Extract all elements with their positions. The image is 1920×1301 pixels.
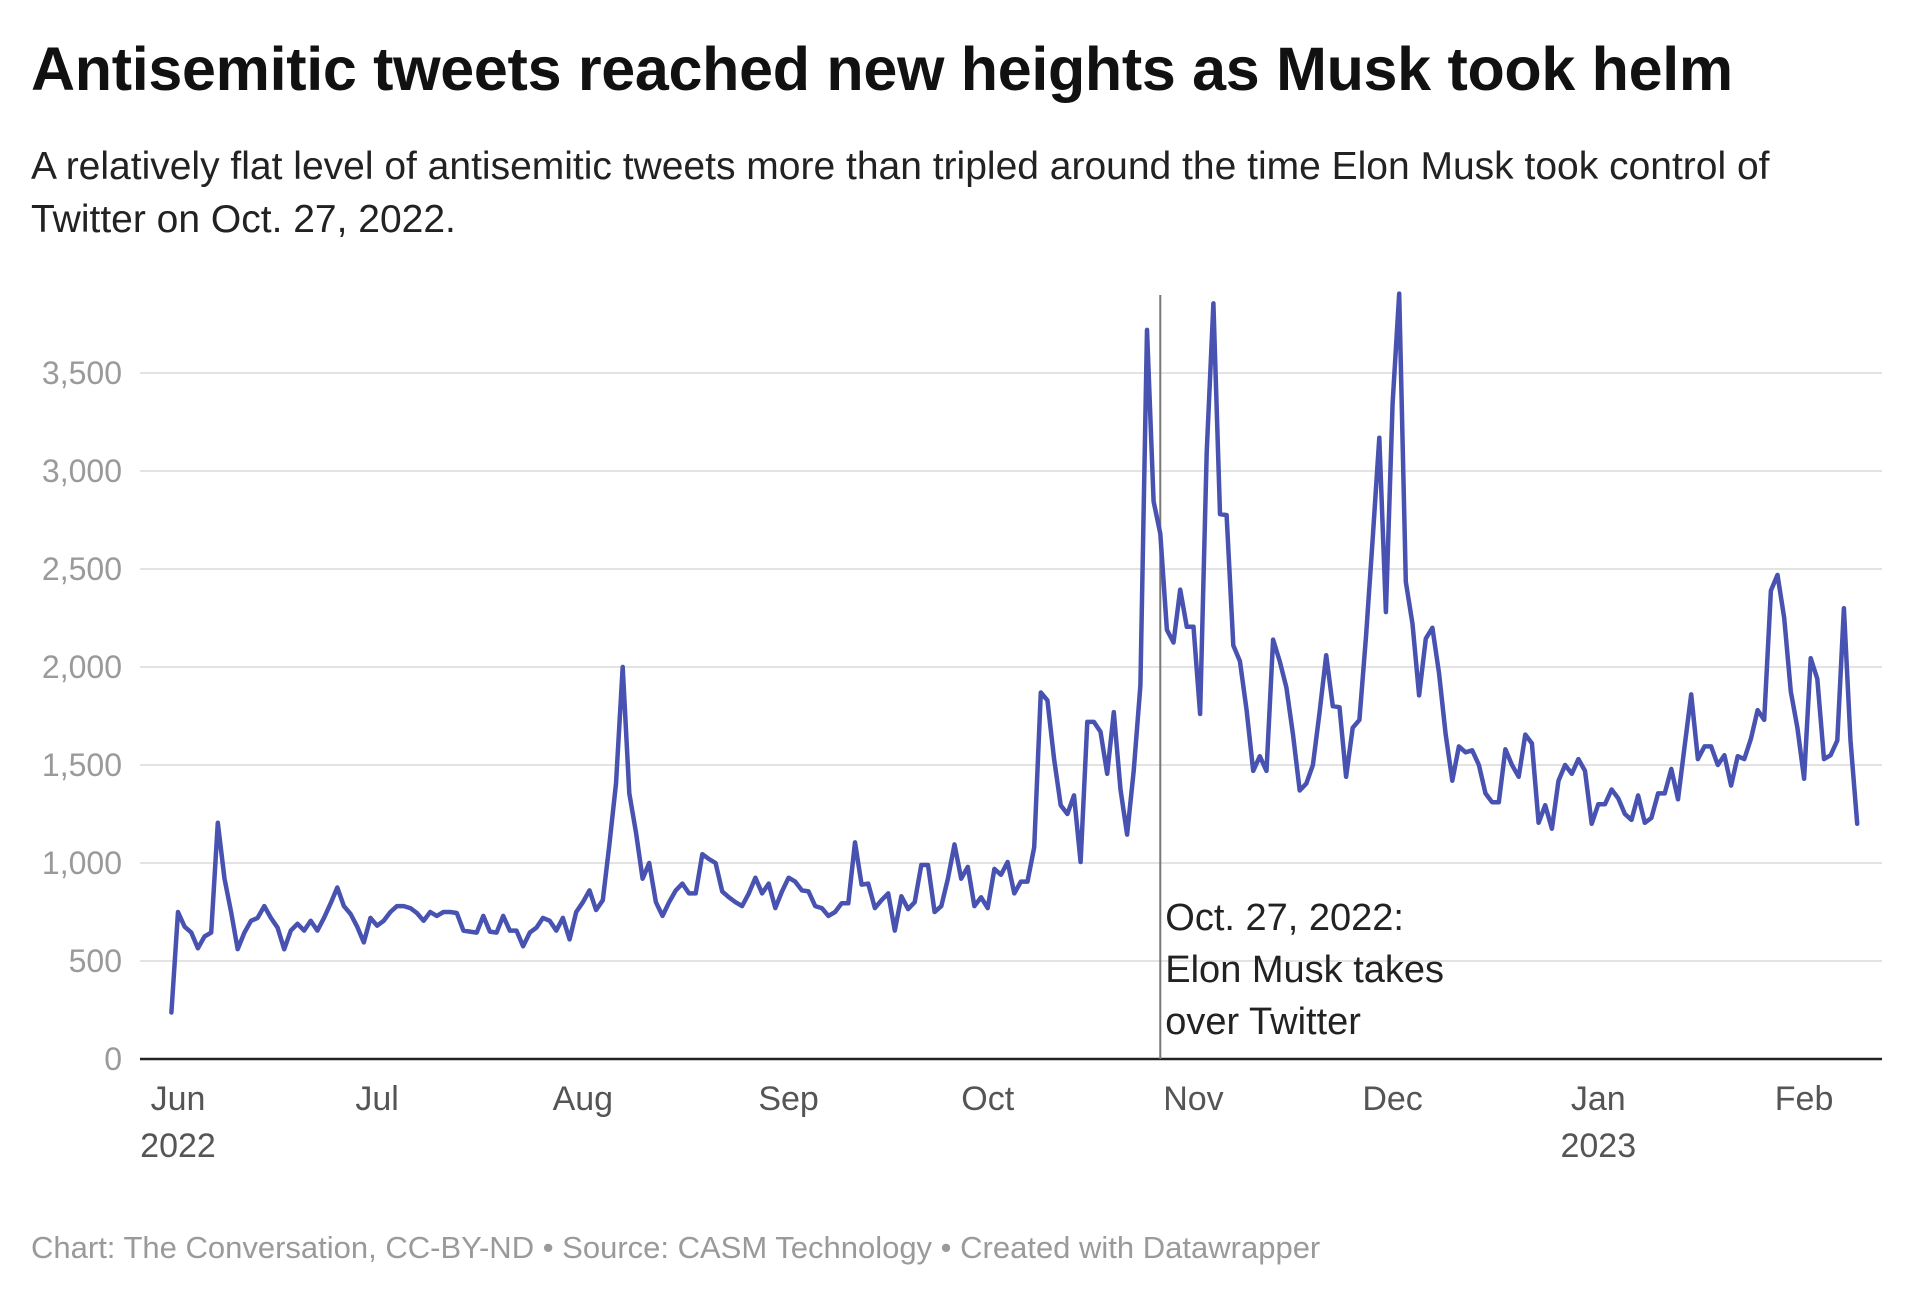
chart-subtitle: A relatively flat level of antisemitic t…	[31, 145, 1770, 241]
x-tick-label: Jan	[1571, 1080, 1626, 1118]
x-tick-label: Sep	[758, 1080, 819, 1118]
y-tick-label: 2,500	[42, 551, 122, 587]
annotation-line-1: Oct. 27, 2022:	[1165, 897, 1404, 939]
annotation-line-2: Elon Musk takes	[1165, 949, 1444, 991]
x-tick-year: 2023	[1560, 1127, 1636, 1165]
y-tick-label: 3,000	[42, 453, 122, 489]
y-tick-label: 1,000	[42, 845, 122, 881]
gridlines	[140, 372, 1882, 962]
x-tick-label: Dec	[1362, 1080, 1422, 1118]
series-line	[169, 291, 1860, 1015]
annotation-text: Oct. 27, 2022: Elon Musk takes over Twit…	[1165, 897, 1444, 1043]
x-axis-labels: Jun 2022 Jul Aug Sep Oct Nov Dec Jan 2023 Feb	[140, 1080, 1833, 1165]
y-tick-label: 0	[104, 1041, 122, 1077]
x-tick-label: Nov	[1163, 1080, 1223, 1118]
y-axis-labels: 0 500 1,000 1,500 2,000 2,500 3,000 3,500	[42, 355, 122, 1077]
x-tick-label: Jul	[355, 1080, 398, 1118]
x-tick-label: Oct	[961, 1080, 1014, 1118]
chart-footer: Chart: The Conversation, CC-BY-ND • Sour…	[31, 1230, 1321, 1265]
y-tick-label: 2,000	[42, 649, 122, 685]
y-tick-label: 1,500	[42, 747, 122, 783]
x-tick-label: Aug	[553, 1080, 614, 1118]
x-tick-label: Feb	[1775, 1080, 1834, 1118]
x-tick-year: 2022	[140, 1127, 216, 1165]
y-tick-label: 500	[69, 943, 122, 979]
y-tick-label: 3,500	[42, 355, 122, 391]
x-tick-label: Jun	[151, 1080, 206, 1118]
annotation-line-3: over Twitter	[1165, 1001, 1361, 1043]
chart-title: Antisemitic tweets reached new heights a…	[31, 35, 1733, 103]
